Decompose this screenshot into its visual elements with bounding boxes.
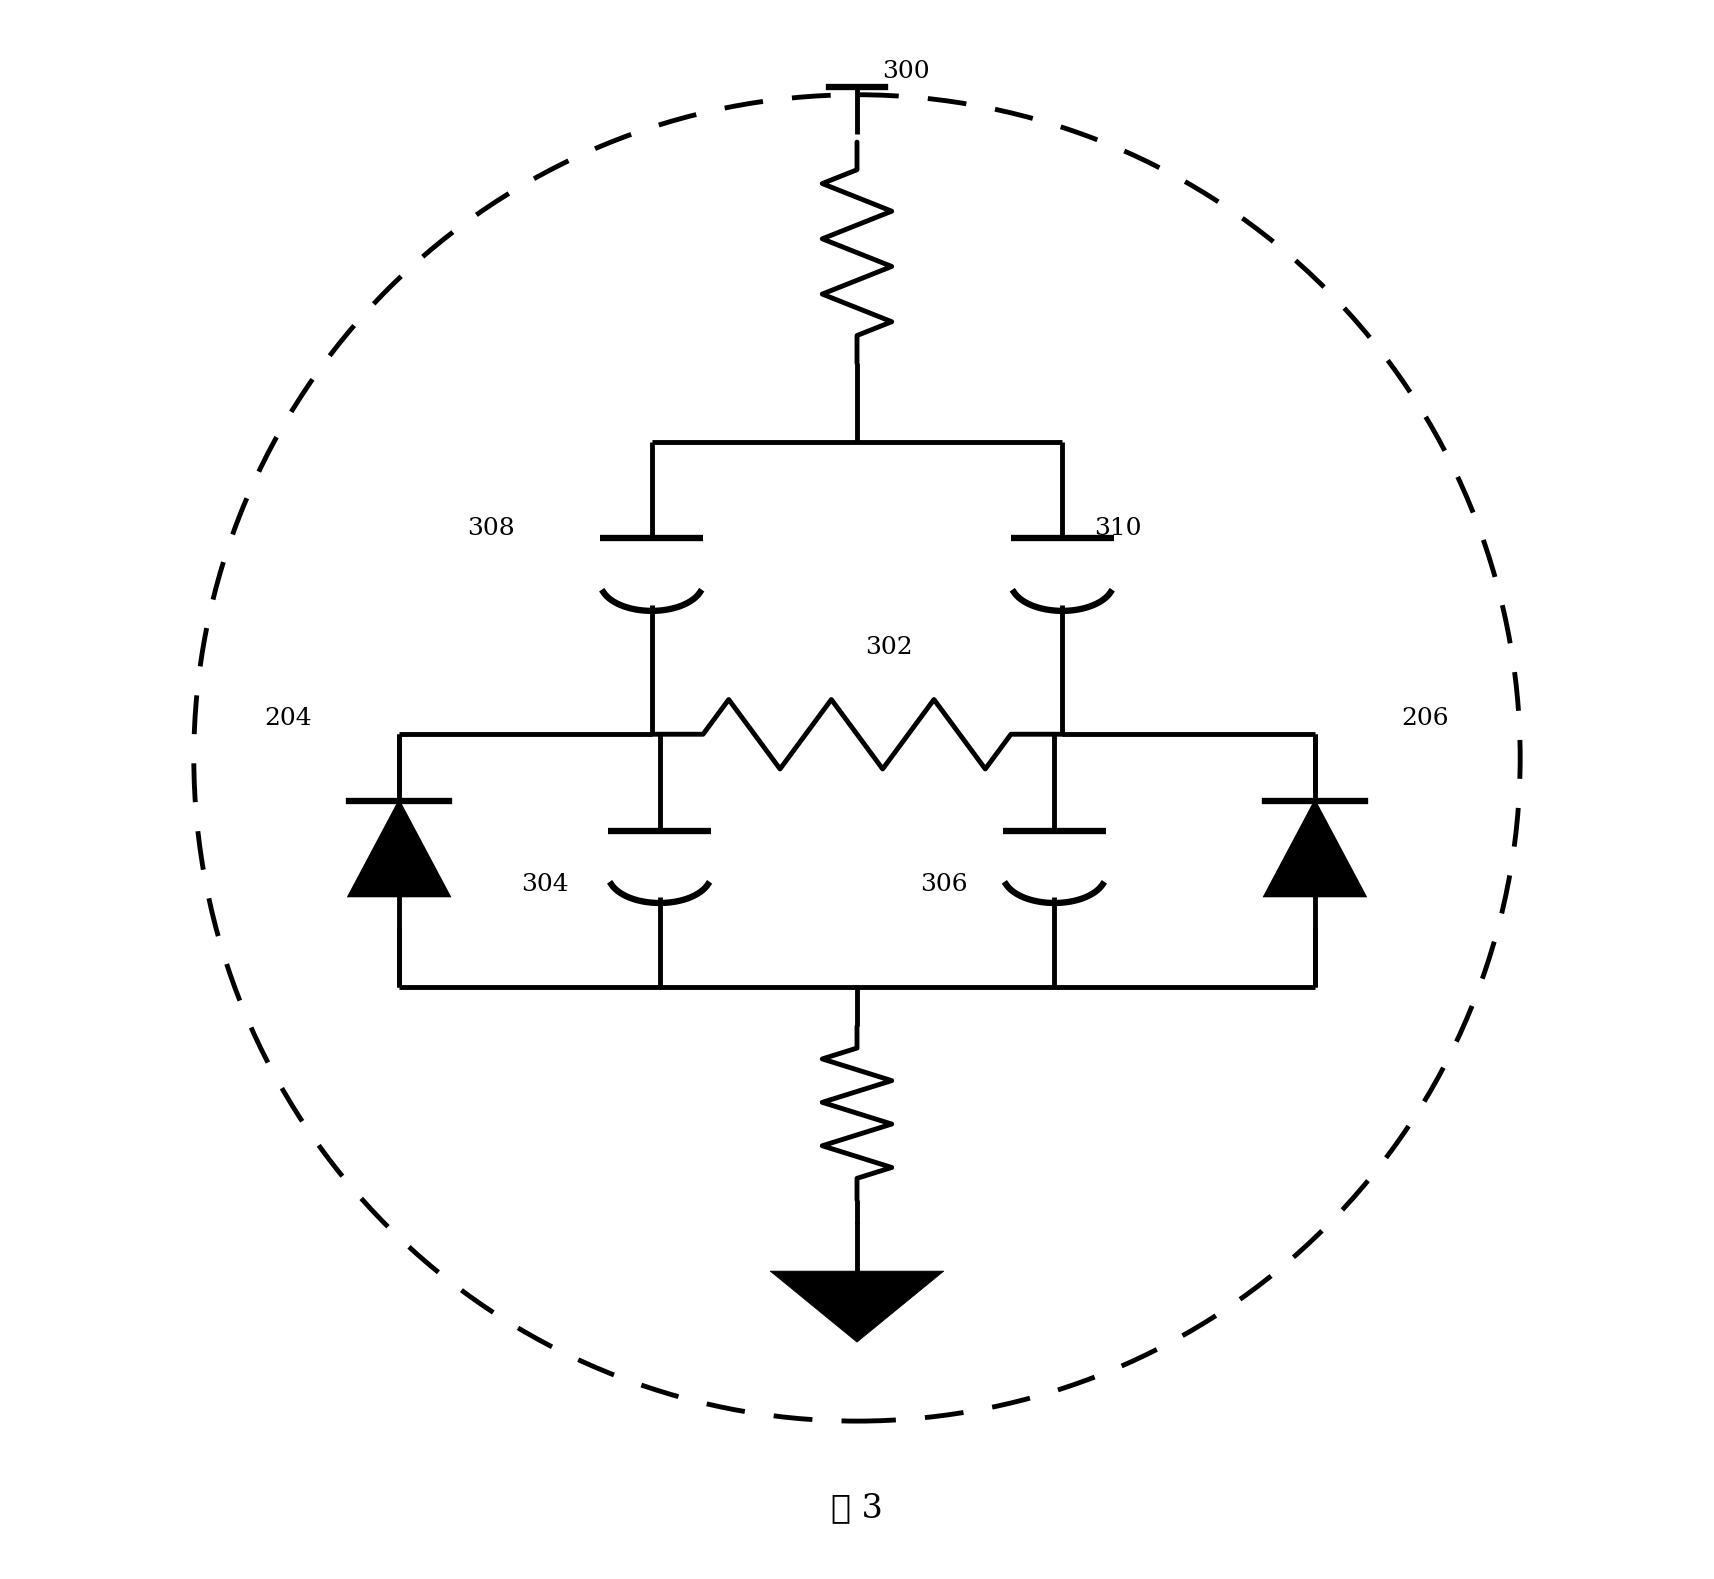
Text: 302: 302 <box>866 636 912 658</box>
Text: 图 3: 图 3 <box>831 1492 883 1524</box>
Text: 308: 308 <box>466 518 514 540</box>
Text: 206: 206 <box>1402 707 1450 729</box>
Text: 304: 304 <box>521 873 569 895</box>
Text: 204: 204 <box>264 707 312 729</box>
Text: 300: 300 <box>883 60 931 82</box>
Polygon shape <box>348 801 449 897</box>
Text: 310: 310 <box>1094 518 1142 540</box>
Polygon shape <box>770 1271 944 1342</box>
Text: 306: 306 <box>920 873 968 895</box>
Polygon shape <box>1265 801 1366 897</box>
